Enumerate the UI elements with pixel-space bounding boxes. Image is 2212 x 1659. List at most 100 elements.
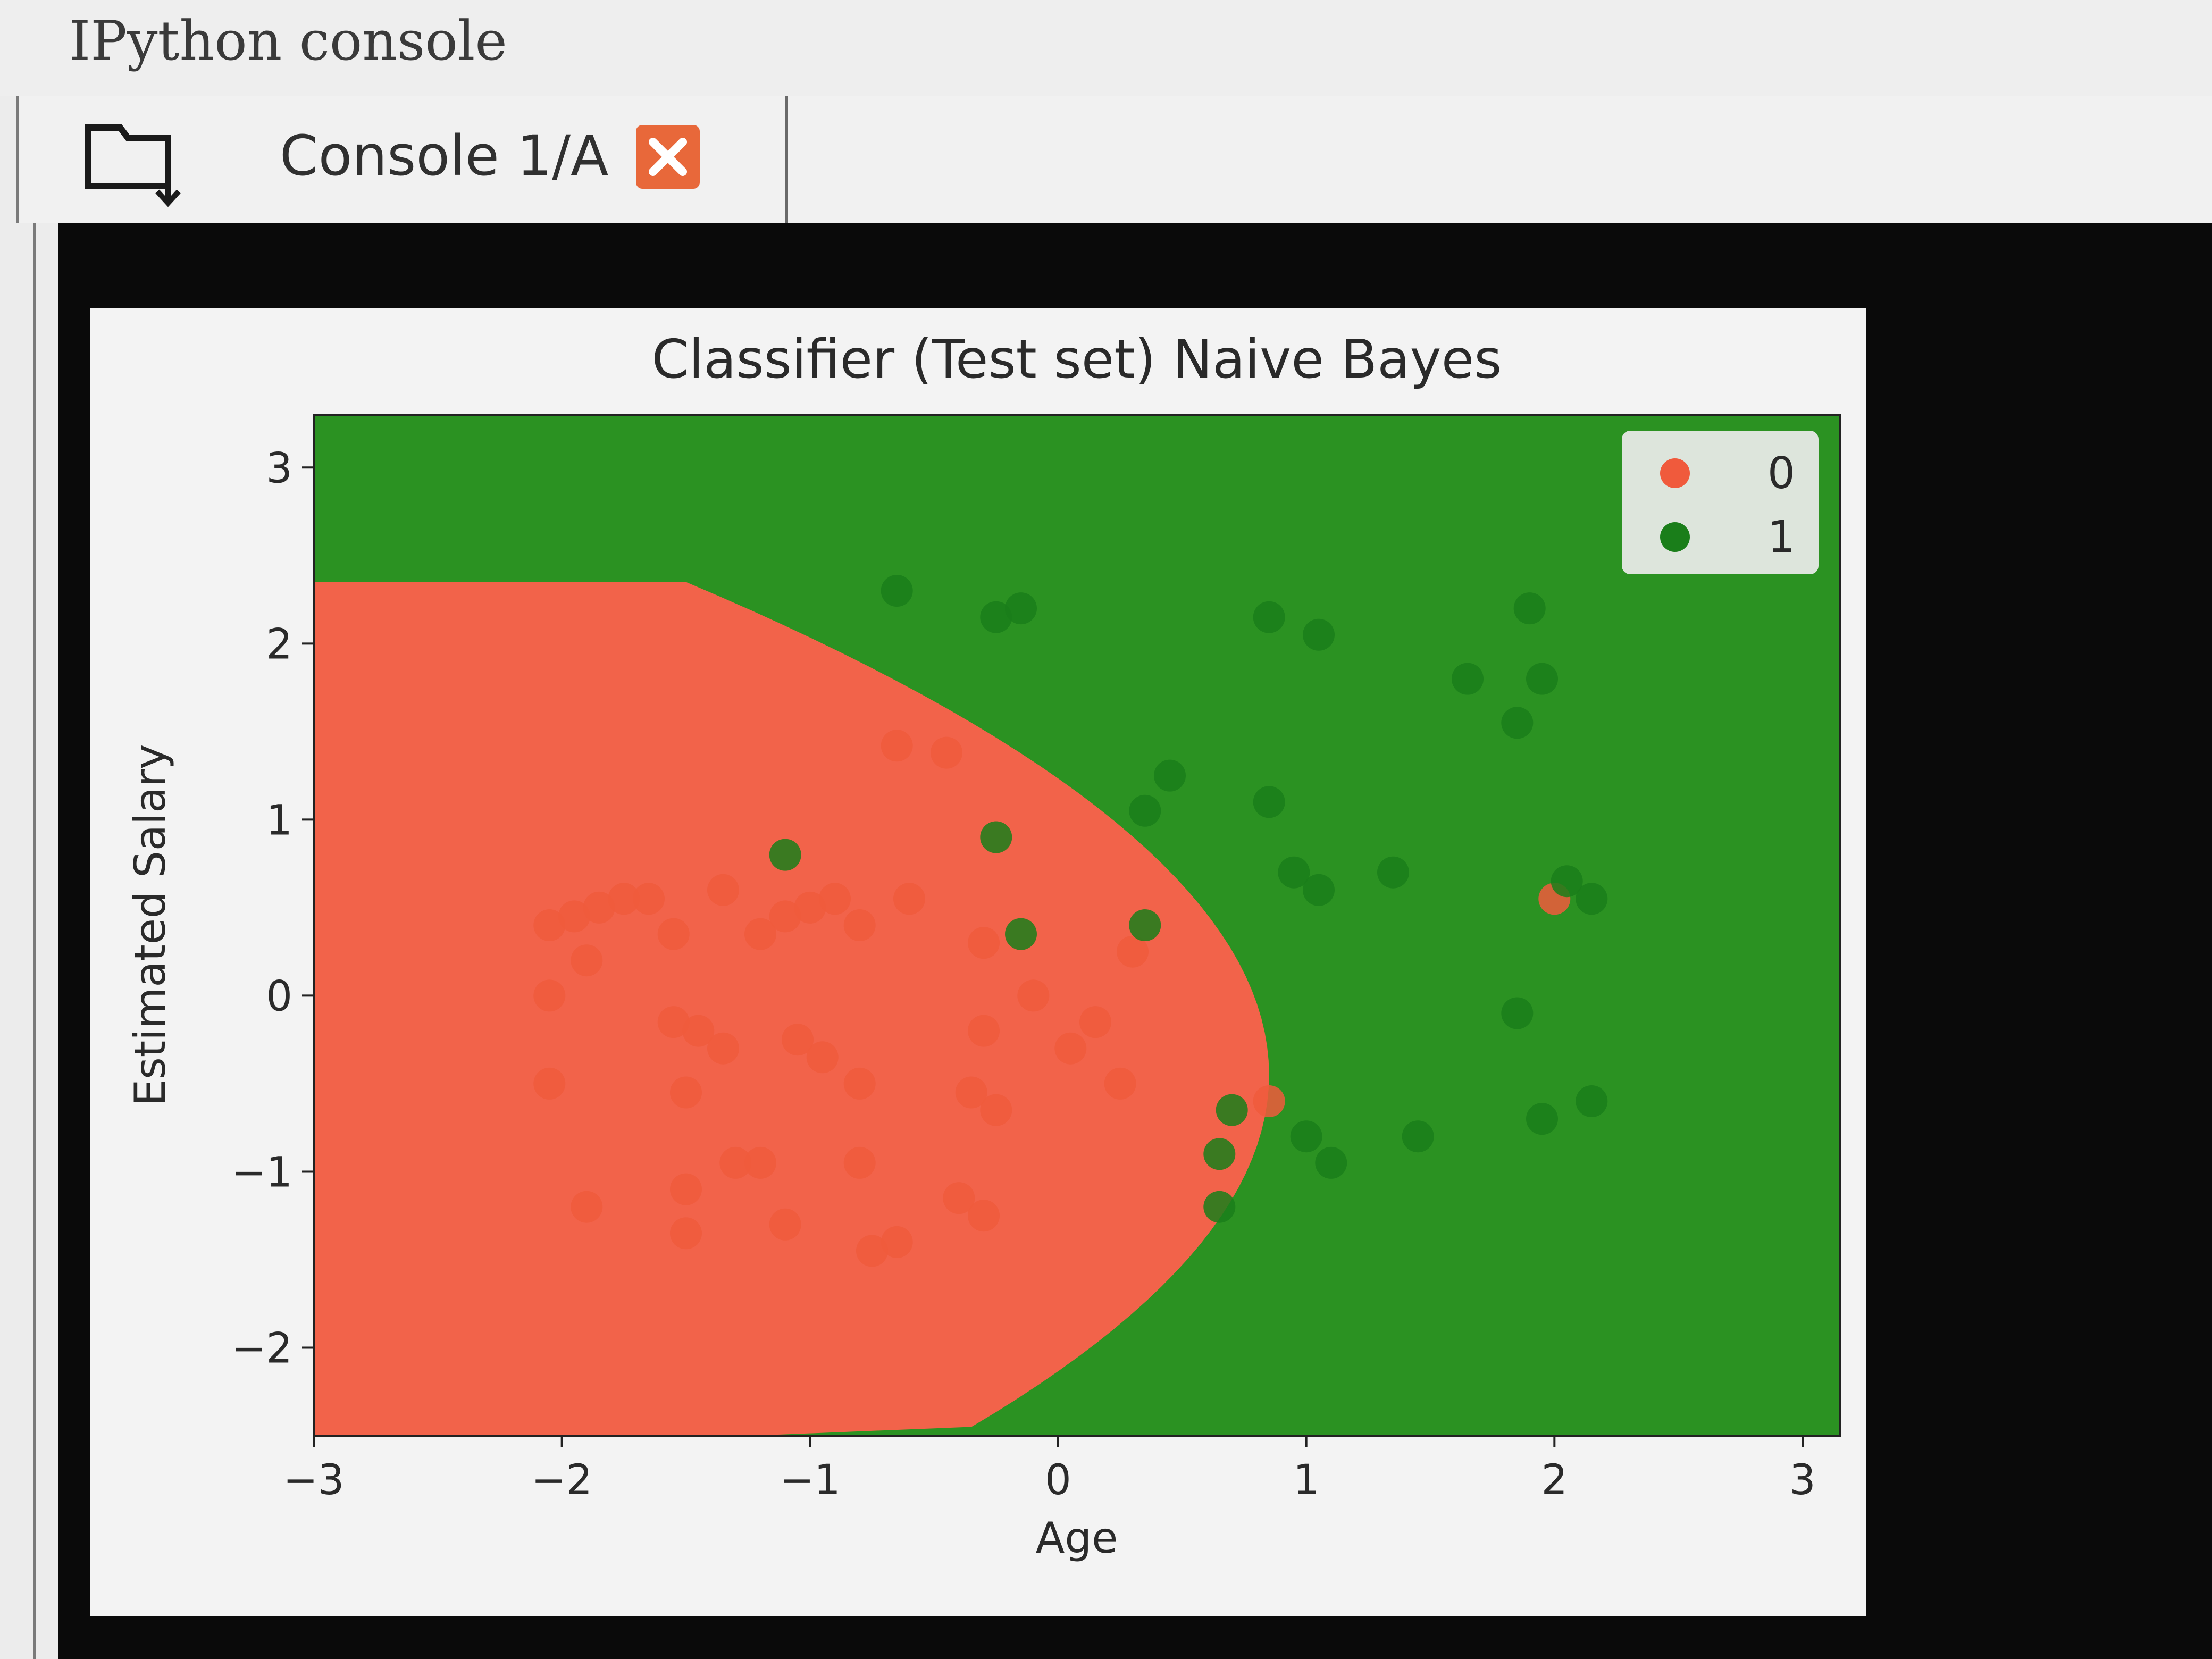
decision-region-0 [314, 582, 1269, 1436]
y-tick-label: 0 [266, 973, 292, 1020]
data-point-class-1 [1315, 1146, 1347, 1179]
data-point-class-0 [744, 1146, 776, 1179]
data-point-class-0 [533, 909, 566, 941]
data-point-class-1 [1216, 1094, 1248, 1126]
y-axis-label: Estimated Salary [125, 744, 175, 1107]
data-point-class-1 [769, 839, 801, 871]
data-point-class-0 [682, 1015, 715, 1047]
data-point-class-1 [1278, 856, 1310, 889]
data-point-class-0 [980, 1094, 1012, 1126]
data-point-class-0 [670, 1076, 702, 1109]
data-point-class-0 [856, 1235, 888, 1267]
data-point-class-0 [657, 918, 690, 950]
data-point-class-0 [968, 1200, 1000, 1232]
data-point-class-0 [1054, 1032, 1087, 1065]
data-point-class-0 [1017, 979, 1050, 1012]
data-point-class-1 [881, 575, 913, 607]
data-point-class-0 [769, 900, 801, 933]
x-axis-label: Age [1036, 1513, 1118, 1563]
data-point-class-1 [1526, 663, 1558, 695]
data-point-class-0 [1104, 1067, 1136, 1100]
data-point-class-1 [1203, 1138, 1236, 1170]
data-point-class-0 [707, 1032, 739, 1065]
data-point-class-0 [943, 1182, 975, 1214]
data-point-class-0 [955, 1076, 987, 1109]
data-point-class-1 [1501, 707, 1534, 739]
x-tick-label: −1 [780, 1456, 841, 1504]
data-point-class-1 [1303, 874, 1335, 906]
data-point-class-1 [1501, 997, 1534, 1029]
data-point-class-1 [1253, 786, 1285, 818]
plot-figure: −3 −2 −1 0 1 2 3 −2 −1 0 1 2 3 Classifier (Test set… [90, 308, 1866, 1616]
data-point-class-1 [1290, 1120, 1322, 1153]
tab-label: Console 1/A [280, 123, 609, 188]
legend-marker-1 [1660, 522, 1690, 552]
plot-frame [313, 414, 1841, 1437]
data-point-class-0 [843, 909, 876, 941]
data-point-class-1 [1551, 865, 1583, 898]
legend: 0 1 [1622, 431, 1819, 574]
data-point-class-0 [794, 891, 826, 924]
x-tick-label: 2 [1541, 1456, 1568, 1504]
data-point-class-0 [806, 1041, 839, 1074]
legend-marker-0 [1660, 458, 1690, 488]
data-point-class-1 [980, 601, 1012, 633]
x-tick-label: −3 [283, 1456, 345, 1504]
x-tick-label: 1 [1293, 1456, 1320, 1504]
data-point-class-0 [571, 1191, 603, 1223]
data-point-class-0 [719, 1146, 752, 1179]
data-point-class-0 [881, 730, 913, 762]
console-tab-bar: Console 1/A [16, 96, 2212, 223]
data-point-class-1 [1576, 883, 1608, 915]
y-tick-label: −1 [231, 1149, 292, 1196]
x-tick-label: 0 [1045, 1456, 1071, 1504]
data-point-class-1 [1154, 759, 1186, 792]
data-point-class-0 [670, 1173, 702, 1205]
y-tick-label: 3 [266, 445, 292, 492]
pane-title: IPython console [69, 10, 507, 73]
data-point-class-0 [583, 891, 615, 924]
data-point-class-1 [1129, 909, 1161, 941]
data-point-class-0 [558, 900, 590, 933]
data-point-class-1 [1303, 618, 1335, 651]
data-point-class-1 [1576, 1085, 1608, 1117]
data-point-class-0 [843, 1067, 876, 1100]
data-point-class-1 [1005, 918, 1037, 950]
data-point-class-1 [1452, 663, 1484, 695]
data-point-class-0 [931, 736, 962, 769]
data-point-class-1 [1526, 1103, 1558, 1135]
tab-console-1a[interactable]: Console 1/A [242, 96, 788, 223]
data-point-class-0 [657, 1006, 690, 1038]
data-point-class-0 [881, 1226, 913, 1258]
x-tick-label: 3 [1789, 1456, 1816, 1504]
data-point-class-0 [782, 1024, 814, 1056]
data-point-class-0 [893, 883, 925, 915]
data-point-class-0 [1117, 935, 1149, 968]
data-point-class-1 [1253, 601, 1285, 633]
data-point-class-0 [533, 1067, 566, 1100]
data-point-class-0 [707, 874, 739, 906]
data-point-class-1 [980, 821, 1012, 853]
data-point-class-0 [744, 918, 776, 950]
data-point-class-0 [968, 1015, 1000, 1047]
data-point-class-0 [843, 1146, 876, 1179]
data-point-class-0 [769, 1208, 801, 1241]
data-point-class-1 [1402, 1120, 1434, 1153]
data-point-class-0 [819, 883, 851, 915]
folder-browse-icon[interactable] [83, 117, 189, 207]
data-point-class-0 [670, 1217, 702, 1250]
y-tick-label: 1 [266, 797, 292, 844]
data-point-class-0 [571, 944, 603, 977]
x-tick-label: −2 [531, 1456, 592, 1504]
data-point-class-0 [633, 883, 665, 915]
data-point-class-1 [1203, 1191, 1236, 1223]
legend-label-1: 1 [1767, 512, 1795, 563]
y-tick-label: 2 [266, 621, 292, 668]
data-point-class-1 [1129, 794, 1161, 827]
classifier-plot: −3 −2 −1 0 1 2 3 −2 −1 0 1 2 3 Classifier (Test set… [125, 328, 1841, 1563]
data-point-class-0 [968, 927, 1000, 959]
data-point-class-1 [1377, 856, 1409, 889]
pane-header: IPython console [0, 0, 2212, 96]
close-icon[interactable] [636, 125, 700, 189]
data-point-class-0 [1079, 1006, 1111, 1038]
